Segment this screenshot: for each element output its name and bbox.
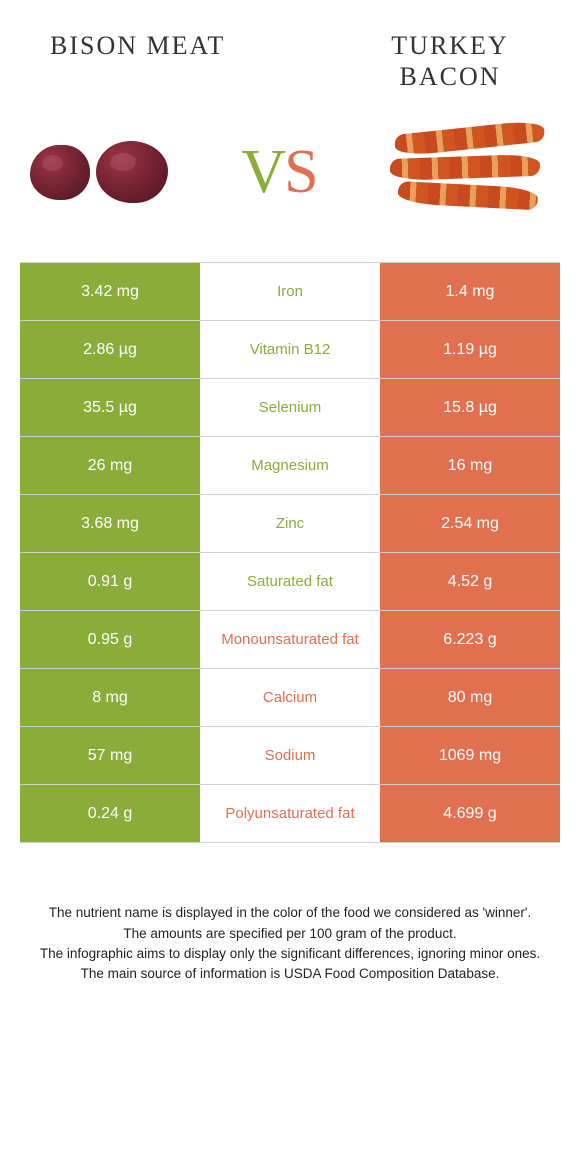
table-row: 3.42 mgIron1.4 mg <box>20 263 560 321</box>
right-value-cell: 1.4 mg <box>380 263 560 320</box>
nutrient-label: Polyunsaturated fat <box>200 785 380 842</box>
right-value-cell: 2.54 mg <box>380 495 560 552</box>
nutrient-label: Monounsaturated fat <box>200 611 380 668</box>
nutrition-table: 3.42 mgIron1.4 mg2.86 µgVitamin B121.19 … <box>20 262 560 843</box>
left-value-cell: 3.68 mg <box>20 495 200 552</box>
left-value-cell: 3.42 mg <box>20 263 200 320</box>
right-title-line1: TURKEY <box>391 31 508 60</box>
left-food-title: BISON MEAT <box>50 30 225 61</box>
left-value-cell: 26 mg <box>20 437 200 494</box>
left-value-cell: 0.91 g <box>20 553 200 610</box>
left-value-cell: 2.86 µg <box>20 321 200 378</box>
right-value-cell: 1069 mg <box>380 727 560 784</box>
meat-icon <box>30 145 90 200</box>
footer-line: The infographic aims to display only the… <box>30 944 550 964</box>
nutrient-label: Vitamin B12 <box>200 321 380 378</box>
footer-line: The nutrient name is displayed in the co… <box>30 903 550 923</box>
header: BISON MEAT TURKEY BACON <box>0 0 580 102</box>
footer-notes: The nutrient name is displayed in the co… <box>0 843 580 984</box>
right-food-title: TURKEY BACON <box>370 30 530 92</box>
table-row: 57 mgSodium1069 mg <box>20 727 560 785</box>
images-row: VS <box>0 102 580 262</box>
left-value-cell: 0.95 g <box>20 611 200 668</box>
left-value-cell: 0.24 g <box>20 785 200 842</box>
bison-meat-image <box>30 141 168 203</box>
right-value-cell: 1.19 µg <box>380 321 560 378</box>
table-row: 35.5 µgSelenium15.8 µg <box>20 379 560 437</box>
bacon-icon <box>390 154 541 181</box>
vs-s: S <box>284 138 316 206</box>
vs-label: VS <box>241 137 316 208</box>
right-title-line2: BACON <box>399 62 500 91</box>
nutrient-label: Selenium <box>200 379 380 436</box>
table-row: 0.95 gMonounsaturated fat6.223 g <box>20 611 560 669</box>
left-value-cell: 8 mg <box>20 669 200 726</box>
left-value-cell: 35.5 µg <box>20 379 200 436</box>
table-row: 0.24 gPolyunsaturated fat4.699 g <box>20 785 560 843</box>
table-row: 0.91 gSaturated fat4.52 g <box>20 553 560 611</box>
table-row: 26 mgMagnesium16 mg <box>20 437 560 495</box>
bacon-icon <box>394 120 545 158</box>
turkey-bacon-image <box>390 127 550 217</box>
nutrient-label: Saturated fat <box>200 553 380 610</box>
footer-line: The main source of information is USDA F… <box>30 964 550 984</box>
right-value-cell: 6.223 g <box>380 611 560 668</box>
right-value-cell: 15.8 µg <box>380 379 560 436</box>
bacon-icon <box>397 181 538 210</box>
right-value-cell: 4.52 g <box>380 553 560 610</box>
table-row: 3.68 mgZinc2.54 mg <box>20 495 560 553</box>
right-value-cell: 80 mg <box>380 669 560 726</box>
table-row: 2.86 µgVitamin B121.19 µg <box>20 321 560 379</box>
left-value-cell: 57 mg <box>20 727 200 784</box>
right-value-cell: 4.699 g <box>380 785 560 842</box>
nutrient-label: Iron <box>200 263 380 320</box>
nutrient-label: Zinc <box>200 495 380 552</box>
nutrient-label: Sodium <box>200 727 380 784</box>
table-row: 8 mgCalcium80 mg <box>20 669 560 727</box>
nutrient-label: Magnesium <box>200 437 380 494</box>
nutrient-label: Calcium <box>200 669 380 726</box>
vs-v: V <box>241 138 284 206</box>
meat-icon <box>96 141 168 203</box>
footer-line: The amounts are specified per 100 gram o… <box>30 924 550 944</box>
right-value-cell: 16 mg <box>380 437 560 494</box>
